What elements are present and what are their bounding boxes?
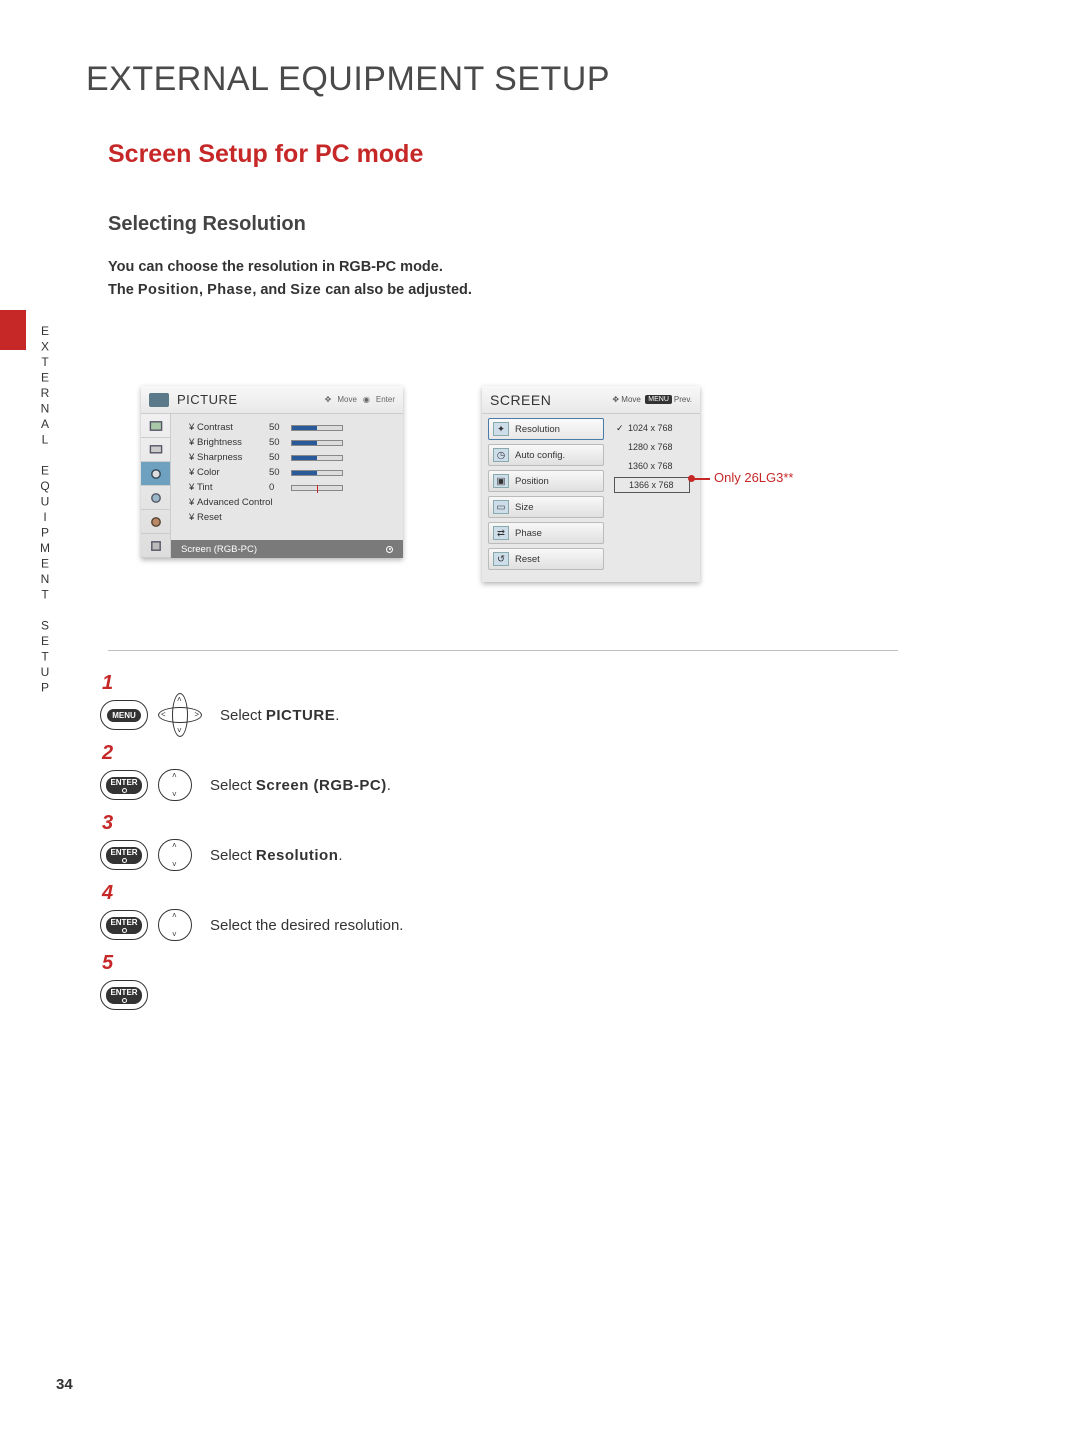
row-brightness[interactable]: ¥Brightness50 (189, 435, 393, 450)
step-2-text: Select Screen (RGB-PC). (210, 777, 391, 794)
callout-text: Only 26LG3** (714, 470, 794, 485)
row-color[interactable]: ¥Color50 (189, 465, 393, 480)
osd-screen-title: SCREEN (490, 392, 612, 408)
enter-button[interactable]: ENTER (100, 980, 148, 1010)
osd-screen-panel: SCREEN ✥ Move MENU Prev. ✦Resolution ◷Au… (482, 386, 700, 582)
step-num-3: 3 (102, 812, 113, 835)
vertical-section-label: EXTERNAL EQUIPMENT SETUP (38, 324, 52, 584)
move-icon: ✥ (325, 395, 332, 404)
dpad-icon[interactable]: ˄˅ ˂˃ (158, 693, 202, 737)
osd-picture-header: PICTURE ✥ Move ◉ Enter (141, 386, 403, 414)
step-1-text: Select PICTURE. (220, 707, 339, 724)
hint-move: Move (337, 395, 357, 404)
enter-button[interactable]: ENTER (100, 910, 148, 940)
res-1360[interactable]: 1360 x 768 (614, 458, 690, 474)
intro-m1: , (199, 282, 207, 298)
steps: 1 MENU ˄˅ ˂˃ Select PICTURE. 2 ENTER ˄˅ … (100, 680, 403, 1030)
hint-enter: Enter (376, 395, 395, 404)
move-icon: ✥ (612, 395, 619, 404)
phase-icon: ⇄ (493, 526, 509, 540)
callout-line (692, 478, 710, 480)
step-4-text: Select the desired resolution. (210, 917, 403, 934)
osd-picture-panel: PICTURE ✥ Move ◉ Enter ¥Contrast50 ¥Brig… (141, 386, 403, 558)
subsection-title: Selecting Resolution (108, 213, 306, 236)
item-reset[interactable]: ↺Reset (488, 548, 604, 570)
intro-b2: Phase (207, 282, 252, 298)
tv-icon (149, 393, 169, 407)
resolution-icon: ✦ (493, 422, 509, 436)
intro-line1: You can choose the resolution in RGB-PC … (108, 259, 443, 275)
row-contrast[interactable]: ¥Contrast50 (189, 420, 393, 435)
enter-dot-icon (386, 546, 393, 553)
screen-items: ✦Resolution ◷Auto config. ▣Position ▭Siz… (482, 414, 610, 574)
side-tab (0, 310, 26, 350)
osd-icon-3 (141, 462, 170, 486)
osd-picture-rows: ¥Contrast50 ¥Brightness50 ¥Sharpness50 ¥… (171, 414, 403, 558)
updown-icon[interactable]: ˄˅ (158, 833, 192, 877)
enter-icon: ◉ (363, 395, 370, 404)
row-reset[interactable]: ¥Reset (189, 510, 393, 525)
osd-icon-4 (141, 486, 170, 510)
step-num-4: 4 (102, 882, 113, 905)
position-icon: ▣ (493, 474, 509, 488)
osd-picture-title: PICTURE (177, 392, 325, 407)
res-1024[interactable]: 1024 x 768 (614, 420, 690, 436)
page-number: 34 (56, 1376, 73, 1393)
step-num-2: 2 (102, 742, 113, 765)
enter-button[interactable]: ENTER (100, 840, 148, 870)
intro-b3: Size (290, 282, 321, 298)
item-size[interactable]: ▭Size (488, 496, 604, 518)
osd-icon-5 (141, 510, 170, 534)
osd-icon-1 (141, 414, 170, 438)
intro-b1: Position (138, 282, 199, 298)
hint-prev: Prev. (674, 395, 692, 404)
row-tint[interactable]: ¥Tint0 (189, 480, 393, 495)
step-4: 4 ENTER ˄˅ Select the desired resolution… (100, 890, 403, 960)
item-autoconfig[interactable]: ◷Auto config. (488, 444, 604, 466)
section-title: Screen Setup for PC mode (108, 140, 423, 169)
step-3: 3 ENTER ˄˅ Select Resolution. (100, 820, 403, 890)
divider (108, 650, 898, 651)
intro-pre: The (108, 282, 138, 298)
step-num-1: 1 (102, 672, 113, 695)
row-sharpness[interactable]: ¥Sharpness50 (189, 450, 393, 465)
menu-badge: MENU (645, 395, 672, 404)
step-5: 5 ENTER (100, 960, 403, 1030)
updown-icon[interactable]: ˄˅ (158, 903, 192, 947)
autoconfig-icon: ◷ (493, 448, 509, 462)
osd-icon-strip (141, 414, 171, 558)
enter-button[interactable]: ENTER (100, 770, 148, 800)
row-advanced[interactable]: ¥Advanced Control (189, 495, 393, 510)
step-3-text: Select Resolution. (210, 847, 343, 864)
osd-icon-6 (141, 534, 170, 558)
item-phase[interactable]: ⇄Phase (488, 522, 604, 544)
item-position[interactable]: ▣Position (488, 470, 604, 492)
res-1366[interactable]: 1366 x 768 (614, 477, 690, 493)
intro-post: can also be adjusted. (321, 282, 472, 298)
intro-m2: , and (252, 282, 290, 298)
intro-text: You can choose the resolution in RGB-PC … (108, 256, 472, 302)
osd-screen-header: SCREEN ✥ Move MENU Prev. (482, 386, 700, 414)
step-num-5: 5 (102, 952, 113, 975)
step-2: 2 ENTER ˄˅ Select Screen (RGB-PC). (100, 750, 403, 820)
screen-rgbpc-label: Screen (RGB-PC) (181, 544, 257, 555)
reset-icon: ↺ (493, 552, 509, 566)
resolution-options: 1024 x 768 1280 x 768 1360 x 768 1366 x … (610, 414, 694, 574)
page-title: EXTERNAL EQUIPMENT SETUP (86, 60, 610, 99)
menu-button[interactable]: MENU (100, 700, 148, 730)
osd-icon-2 (141, 438, 170, 462)
osd-picture-hints: ✥ Move ◉ Enter (325, 395, 395, 404)
size-icon: ▭ (493, 500, 509, 514)
step-1: 1 MENU ˄˅ ˂˃ Select PICTURE. (100, 680, 403, 750)
res-1280[interactable]: 1280 x 768 (614, 439, 690, 455)
hint-move: Move (621, 395, 641, 404)
item-resolution[interactable]: ✦Resolution (488, 418, 604, 440)
updown-icon[interactable]: ˄˅ (158, 763, 192, 807)
row-screen-rgbpc[interactable]: Screen (RGB-PC) (171, 540, 403, 558)
